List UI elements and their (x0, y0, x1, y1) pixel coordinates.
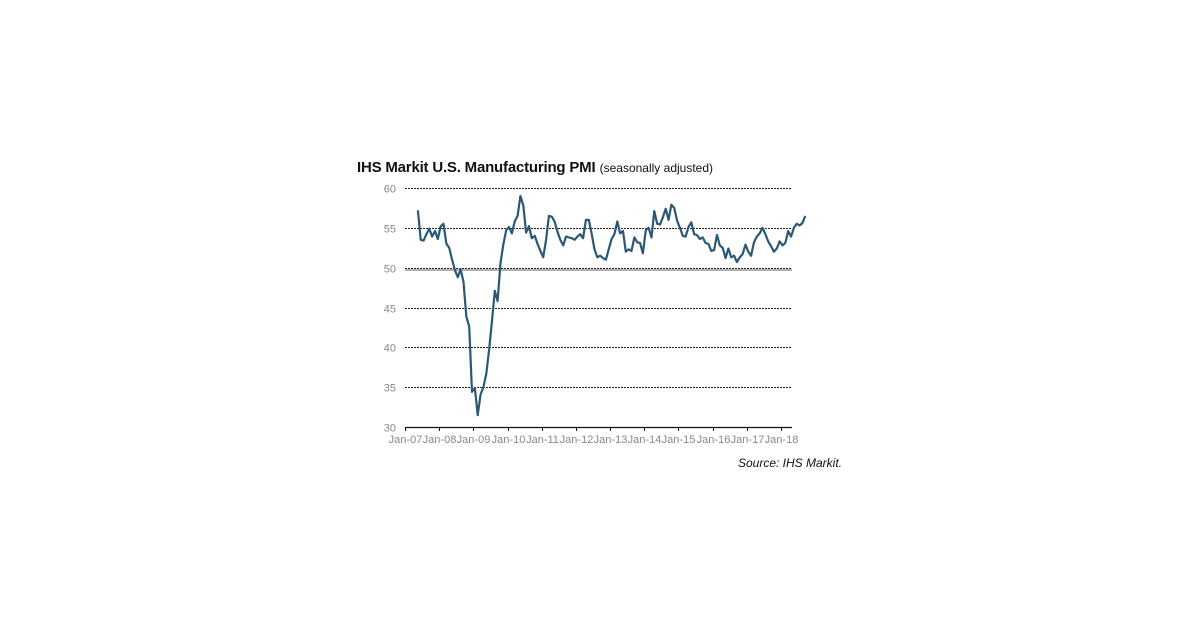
y-tick-label: 30 (384, 423, 396, 435)
x-tick-label: Jan-17 (731, 434, 765, 446)
x-axis: Jan-07 Jan-08 Jan-09 Jan-10 Jan-11 Jan-12 Jan-… (389, 426, 799, 446)
x-tick-label: Jan-09 (457, 434, 491, 446)
chart-title: IHS Markit U.S. Manufacturing PMI (seaso… (357, 159, 713, 176)
x-tick-label: Jan-14 (628, 434, 662, 446)
x-tick-label: Jan-07 (389, 434, 423, 446)
x-tick-label: Jan-08 (423, 434, 457, 446)
y-tick-label: 40 (384, 343, 396, 355)
y-tick-label: 35 (384, 383, 396, 395)
x-tick-label: Jan-18 (765, 434, 799, 446)
x-tick-label: Jan-13 (594, 434, 628, 446)
pmi-series-line (416, 194, 807, 417)
x-tick-label: Jan-12 (560, 434, 594, 446)
x-tick-label: Jan-10 (492, 434, 526, 446)
chart-source: Source: IHS Markit. (737, 456, 842, 470)
y-tick-label: 50 (384, 264, 396, 276)
y-tick-label: 60 (384, 184, 396, 196)
x-tick-label: Jan-15 (662, 434, 696, 446)
x-tick-label: Jan-11 (526, 434, 559, 446)
chart-subtitle: (seasonally adjusted) (599, 161, 714, 175)
y-tick-label: 55 (384, 224, 396, 236)
y-axis-ticks: 30 35 40 45 50 55 60 (384, 184, 396, 435)
chart-title-main: IHS Markit U.S. Manufacturing PMI (357, 159, 596, 176)
x-tick-label: Jan-16 (697, 434, 731, 446)
y-tick-label: 45 (384, 304, 396, 316)
